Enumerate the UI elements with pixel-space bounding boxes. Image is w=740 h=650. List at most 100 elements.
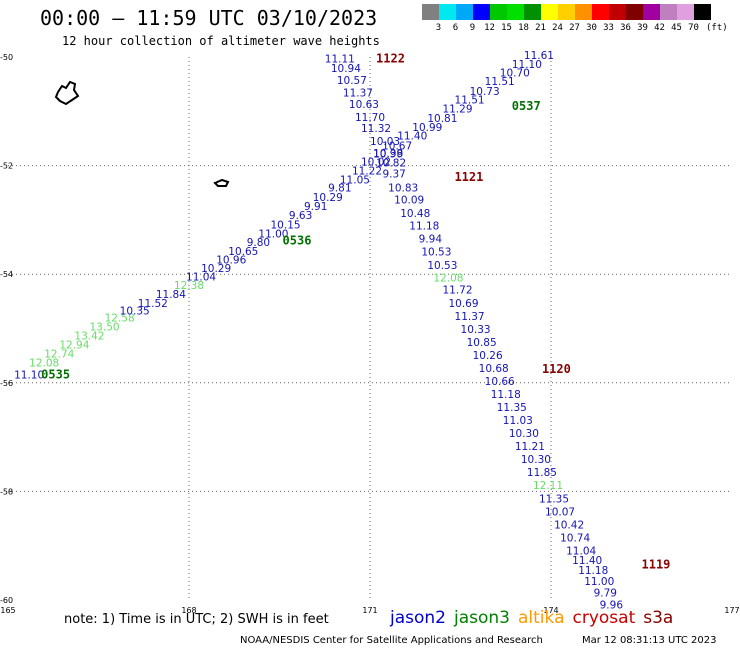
wave-height-value: 11.61 bbox=[524, 50, 554, 62]
legend-swatch bbox=[473, 4, 490, 20]
wave-height-value: 12.08 bbox=[29, 358, 59, 370]
legend-label: 27 bbox=[569, 23, 580, 33]
x-tick-label: 168 bbox=[181, 606, 196, 615]
wave-height-value: 10.99 bbox=[373, 148, 403, 160]
grid bbox=[8, 57, 732, 600]
y-tick-label: -54 bbox=[0, 270, 13, 279]
wave-height-value: 11.72 bbox=[442, 285, 472, 297]
wave-height-value: 10.53 bbox=[427, 260, 457, 272]
wave-height-value: 10.96 bbox=[216, 254, 246, 266]
wave-height-value: 12.11 bbox=[533, 480, 563, 492]
y-tick-label: -50 bbox=[0, 53, 13, 62]
x-tick-label: 177 bbox=[724, 606, 739, 615]
legend-label: 70 bbox=[688, 23, 699, 33]
legend-swatch bbox=[677, 4, 694, 20]
axis-ticks: 165 168 171 174 177 -50 -52 -54 -56 -58 -60 bbox=[0, 53, 740, 615]
legend-label: 24 bbox=[552, 23, 563, 33]
wave-height-value: 11.85 bbox=[527, 467, 557, 479]
wave-height-value: 11.37 bbox=[455, 311, 485, 323]
legend-swatch bbox=[575, 4, 592, 20]
x-tick-label: 165 bbox=[0, 606, 15, 615]
wave-height-value: 10.70 bbox=[500, 68, 530, 80]
pass-time-label: 0537 bbox=[512, 99, 541, 113]
wave-height-value: 10.48 bbox=[400, 208, 430, 220]
wave-height-value: 10.94 bbox=[331, 63, 361, 75]
wave-height-value: 10.02 bbox=[361, 157, 391, 169]
wave-height-value: 10.99 bbox=[412, 122, 442, 134]
legend-swatch bbox=[422, 4, 439, 20]
wave-height-value: 13.42 bbox=[74, 330, 104, 342]
wave-height-value: 10.29 bbox=[313, 192, 343, 204]
legend-swatch bbox=[694, 4, 711, 20]
legend-swatch bbox=[541, 4, 558, 20]
legend-label: 30 bbox=[586, 23, 597, 33]
wave-height-value: 10.83 bbox=[388, 183, 418, 195]
pass-time-label: 1120 bbox=[542, 362, 571, 376]
wave-height-value: 9.37 bbox=[382, 169, 405, 181]
wave-height-value: 10.63 bbox=[349, 99, 379, 111]
pass-time-label: 0536 bbox=[283, 233, 312, 247]
wave-height-value: 10.42 bbox=[554, 519, 584, 531]
wave-height-value: 12.94 bbox=[59, 340, 89, 352]
legend-swatch bbox=[643, 4, 660, 20]
mission-jason3: jason3 bbox=[454, 608, 510, 628]
y-tick-label: -60 bbox=[0, 596, 13, 605]
legend-label: 18 bbox=[518, 23, 529, 33]
mission-legend: jason2 jason3 altika cryosat s3a bbox=[390, 608, 673, 628]
y-tick-label: -56 bbox=[0, 379, 13, 388]
island-campbell bbox=[213, 178, 230, 187]
wave-height-value: 10.35 bbox=[120, 305, 150, 317]
legend-label: 33 bbox=[603, 23, 614, 33]
wave-height-value: 11.03 bbox=[503, 415, 533, 427]
x-tick-label: 171 bbox=[362, 606, 377, 615]
wave-height-value: 10.53 bbox=[421, 247, 451, 259]
wave-height-value: 10.85 bbox=[467, 337, 497, 349]
wave-height-value: 11.10 bbox=[14, 369, 44, 381]
mission-s3a: s3a bbox=[643, 608, 674, 628]
chart-title: 00:00 – 11:59 UTC 03/10/2023 bbox=[40, 6, 378, 30]
wave-height-value: 9.94 bbox=[419, 234, 443, 246]
footer-note: note: 1) Time is in UTC; 2) SWH is in fe… bbox=[64, 612, 329, 627]
legend-swatch bbox=[592, 4, 609, 20]
wave-height-value: 10.73 bbox=[470, 86, 500, 98]
legend-swatch bbox=[660, 4, 677, 20]
wave-height-value: 11.40 bbox=[397, 131, 427, 143]
wave-height-value: 10.68 bbox=[479, 363, 509, 375]
wave-height-value: 11.18 bbox=[491, 389, 521, 401]
wave-height-value: 11.22 bbox=[352, 165, 382, 177]
mission-altika: altika bbox=[518, 608, 565, 628]
wave-height-value: 9.63 bbox=[289, 210, 312, 222]
pass-time-label: 1122 bbox=[376, 51, 405, 65]
legend-swatch bbox=[626, 4, 643, 20]
wave-height-value: 10.69 bbox=[448, 298, 478, 310]
y-tick-label: -52 bbox=[0, 162, 13, 171]
wave-height-value: 12.38 bbox=[174, 280, 204, 292]
wave-height-value: 10.65 bbox=[228, 246, 258, 258]
wave-height-value: 11.70 bbox=[355, 112, 385, 124]
wave-height-value: 11.32 bbox=[361, 123, 391, 135]
legend-swatch bbox=[609, 4, 626, 20]
wave-height-value: 11.37 bbox=[343, 88, 373, 100]
legend-swatch bbox=[507, 4, 524, 20]
wave-height-value: 10.82 bbox=[376, 158, 406, 170]
wave-height-value: 12.74 bbox=[44, 348, 74, 360]
legend-swatch bbox=[490, 4, 507, 20]
wave-height-value: 9.79 bbox=[594, 588, 617, 600]
time-labels: 0535 0536 0537 1122 1121 1120 1119 bbox=[41, 51, 670, 571]
legend-swatch bbox=[558, 4, 575, 20]
wave-height-value: 9.81 bbox=[328, 183, 351, 195]
wave-height-value: 13.50 bbox=[90, 322, 120, 334]
wave-height-value: 11.84 bbox=[156, 289, 186, 301]
legend-label: 12 bbox=[484, 23, 495, 33]
land-masses bbox=[54, 80, 230, 187]
wave-height-value: 11.21 bbox=[515, 441, 545, 453]
wave-height-value: 10.03 bbox=[370, 136, 400, 148]
wave-height-value: 11.00 bbox=[584, 576, 614, 588]
footer-credit: NOAA/NESDIS Center for Satellite Applica… bbox=[240, 635, 543, 646]
wave-height-value: 10.30 bbox=[509, 428, 539, 440]
footer-timestamp: Mar 12 08:31:13 UTC 2023 bbox=[582, 635, 717, 646]
wave-height-value: 11.00 bbox=[258, 228, 288, 240]
legend-label: 36 bbox=[620, 23, 631, 33]
wave-height-value: 9.96 bbox=[600, 600, 624, 612]
